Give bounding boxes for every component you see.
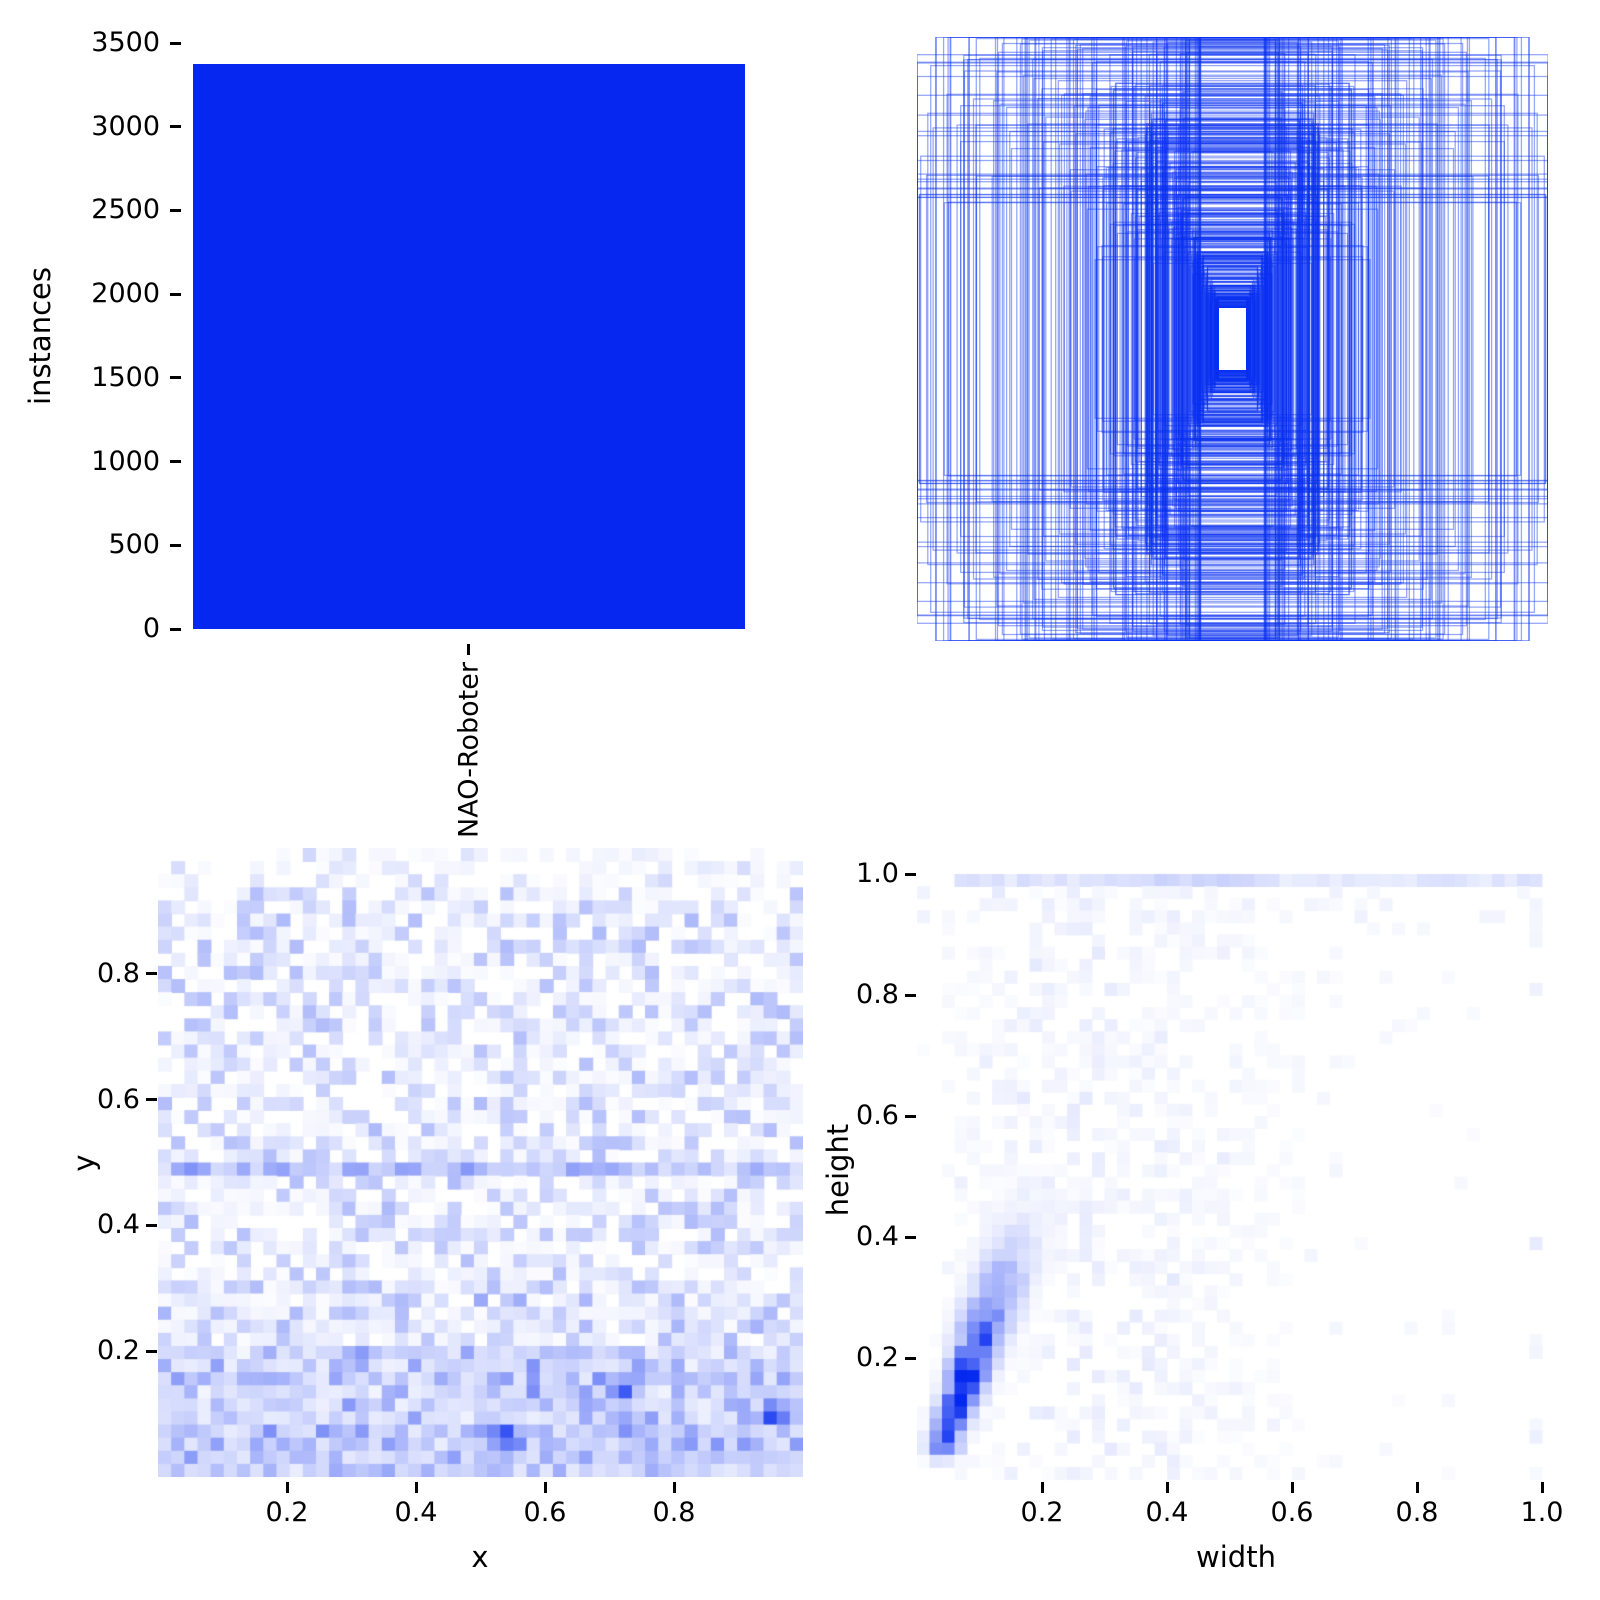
instances-axis-label: instances [23, 267, 57, 405]
y-tick-label: 0.4 [97, 1209, 140, 1241]
y-tick-label: 0.6 [97, 1083, 140, 1115]
x-tick-label-nao-roboter: NAO-Roboter [453, 662, 485, 838]
x-tick-mark [467, 644, 470, 655]
y-tick-label: 0.8 [856, 979, 899, 1010]
height-axis-label: height [821, 1123, 855, 1217]
y-tick-mark [170, 125, 181, 129]
y-tick-label: 2500 [91, 194, 160, 226]
y-tick-mark [170, 460, 181, 464]
x-tick-mark [414, 1482, 418, 1493]
y-tick-label: 0.2 [856, 1342, 899, 1373]
x-tick-label: 0.4 [1145, 1497, 1189, 1528]
width-axis-label: width [1196, 1540, 1276, 1574]
x-tick-mark [543, 1482, 547, 1493]
y-tick-mark [905, 1114, 916, 1118]
y-tick-label: 0.4 [856, 1221, 899, 1252]
y-tick-label: 0.8 [97, 957, 140, 989]
y-tick-mark [170, 376, 181, 380]
y-tick-mark [905, 1356, 916, 1360]
x-tick-label: 0.2 [265, 1497, 309, 1528]
x-tick-label: 0.6 [523, 1497, 567, 1528]
y-tick-mark [170, 41, 181, 45]
y-tick-label: 0 [142, 613, 160, 644]
x-tick-mark [672, 1482, 676, 1493]
bar-nao-roboter [193, 63, 745, 629]
y-tick-mark [170, 543, 181, 547]
y-tick-mark [905, 1235, 916, 1239]
y-tick-label: 3500 [91, 27, 160, 58]
x-tick-label: 1.0 [1520, 1497, 1564, 1528]
x-tick-label: 0.8 [1395, 1497, 1439, 1528]
y-tick-mark [170, 627, 181, 631]
y-tick-label: 0.2 [97, 1335, 140, 1367]
y-tick-mark [170, 292, 181, 296]
y-tick-mark [146, 1223, 157, 1227]
y-tick-label: 3000 [91, 110, 160, 142]
xy-heatmap-canvas [158, 848, 803, 1477]
y-tick-mark [905, 872, 916, 876]
y-tick-label: 1000 [91, 445, 160, 477]
y-tick-mark [170, 208, 181, 212]
x-tick-mark [1165, 1482, 1169, 1493]
y-tick-label: 0.6 [856, 1100, 899, 1131]
y-axis-label: y [67, 1154, 101, 1172]
x-tick-mark [285, 1482, 289, 1493]
y-tick-mark [146, 1098, 157, 1102]
x-tick-label: 0.2 [1020, 1497, 1064, 1528]
y-tick-label: 1500 [91, 361, 160, 393]
y-tick-label: 1.0 [856, 858, 899, 889]
x-axis-label: x [471, 1540, 489, 1574]
y-tick-mark [146, 972, 157, 976]
x-tick-label: 0.8 [652, 1497, 696, 1528]
x-tick-mark [1540, 1482, 1544, 1493]
x-tick-mark [1290, 1482, 1294, 1493]
y-tick-mark [146, 1349, 157, 1353]
x-tick-mark [1040, 1482, 1044, 1493]
y-tick-mark [905, 993, 916, 997]
wh-heatmap-canvas [917, 848, 1555, 1486]
bounding-boxes-overlay-plot [917, 37, 1548, 641]
x-tick-label: 0.4 [394, 1497, 438, 1528]
y-tick-label: 2000 [91, 278, 160, 310]
x-tick-label: 0.6 [1270, 1497, 1314, 1528]
x-tick-mark [1415, 1482, 1419, 1493]
y-tick-label: 500 [108, 529, 160, 561]
